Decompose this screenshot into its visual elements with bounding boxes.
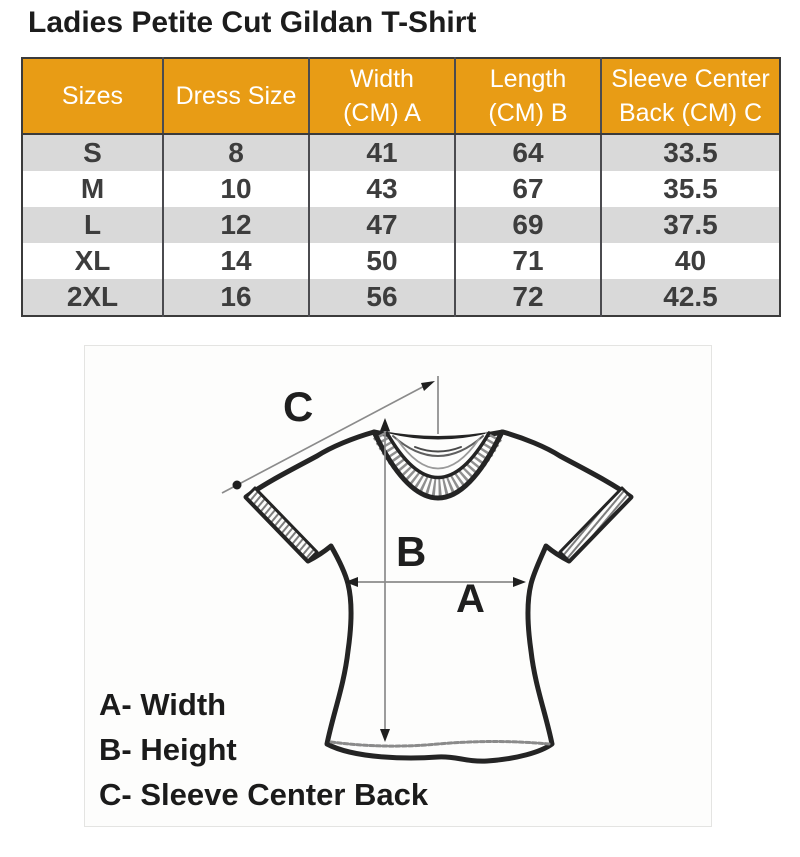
header-label: Sleeve Center [611,65,770,93]
measurement-line-b [380,418,390,742]
label-a: A [456,577,485,621]
header-label: Dress Size [175,82,297,110]
header-cell-length: Length (CM) B [454,58,601,135]
header-cell-width: Width (CM) A [308,58,455,135]
measurement-diagram: C B A A- Width B- Height C- Sleeve Cente… [84,345,712,827]
a-arrowhead-right [513,577,526,587]
cell-sleeve: 33.5 [600,134,780,171]
table-row: XL 14 50 71 40 [22,243,780,279]
size-chart-table: Sizes Dress Size Width (CM) A Length (CM) … [21,57,781,317]
c-endpoint-dot [232,480,242,490]
a-arrowhead-left [345,577,358,587]
cell-width: 50 [308,243,455,279]
tshirt-body-outline [243,429,634,764]
cell-width: 56 [308,279,455,316]
table-header-row: Sizes Dress Size Width (CM) A Length (CM) … [22,58,780,135]
cell-dress-size: 8 [162,134,309,171]
label-c: C [283,383,313,430]
cell-size: S [22,134,163,171]
cell-size: 2XL [22,279,163,316]
collar-inner-edge [385,431,491,480]
cell-size: M [22,171,163,207]
cell-dress-size: 16 [162,279,309,316]
hem-stitch-line [329,740,551,748]
header-cell-sizes: Sizes [22,58,163,135]
c-arrowhead [421,381,435,391]
cell-length: 64 [454,134,601,171]
label-b: B [396,528,426,575]
left-cuff-band [244,486,319,563]
cell-dress-size: 12 [162,207,309,243]
page-title: Ladies Petite Cut Gildan T-Shirt [28,6,477,39]
table-row: 2XL 16 56 72 42.5 [22,279,780,316]
collar-outer-edge [371,429,505,501]
legend-item-height: B- Height [99,732,237,767]
cell-width: 47 [308,207,455,243]
cell-sleeve: 42.5 [600,279,780,316]
tshirt-diagram-svg: C B A [221,376,634,764]
table-row: M 10 43 67 35.5 [22,171,780,207]
collar [371,429,505,501]
b-arrowhead-bottom [380,729,390,742]
cell-dress-size: 10 [162,171,309,207]
header-cell-sleeve-center-back: Sleeve Center Back (CM) C [600,58,780,135]
b-arrowhead-top [380,418,390,431]
cell-length: 71 [454,243,601,279]
collar-fold-line-1 [392,435,484,457]
right-cuff-band [558,486,633,563]
collar-fold-line-2 [396,438,480,470]
cell-width: 43 [308,171,455,207]
collar-fold-line-3 [414,446,462,453]
cell-width: 41 [308,134,455,171]
cell-dress-size: 14 [162,243,309,279]
cell-sleeve: 40 [600,243,780,279]
measurement-line-c [221,376,439,494]
cell-size: XL [22,243,163,279]
header-cell-dress-size: Dress Size [162,58,309,135]
cell-size: L [22,207,163,243]
cell-length: 72 [454,279,601,316]
header-label: Length [489,65,567,93]
legend-item-sleeve: C- Sleeve Center Back [99,777,429,812]
table-row: S 8 41 64 33.5 [22,134,780,171]
legend-item-width: A- Width [99,687,227,722]
cell-sleeve: 35.5 [600,171,780,207]
cell-length: 69 [454,207,601,243]
header-label: Width [350,65,414,93]
cell-length: 67 [454,171,601,207]
table-row: L 12 47 69 37.5 [22,207,780,243]
cell-sleeve: 37.5 [600,207,780,243]
measurement-line-a [345,577,526,587]
tshirt-drawing [243,429,634,764]
header-label: Sizes [61,82,124,110]
diagram-legend: A- Width B- Height C- Sleeve Center Back [99,682,428,817]
